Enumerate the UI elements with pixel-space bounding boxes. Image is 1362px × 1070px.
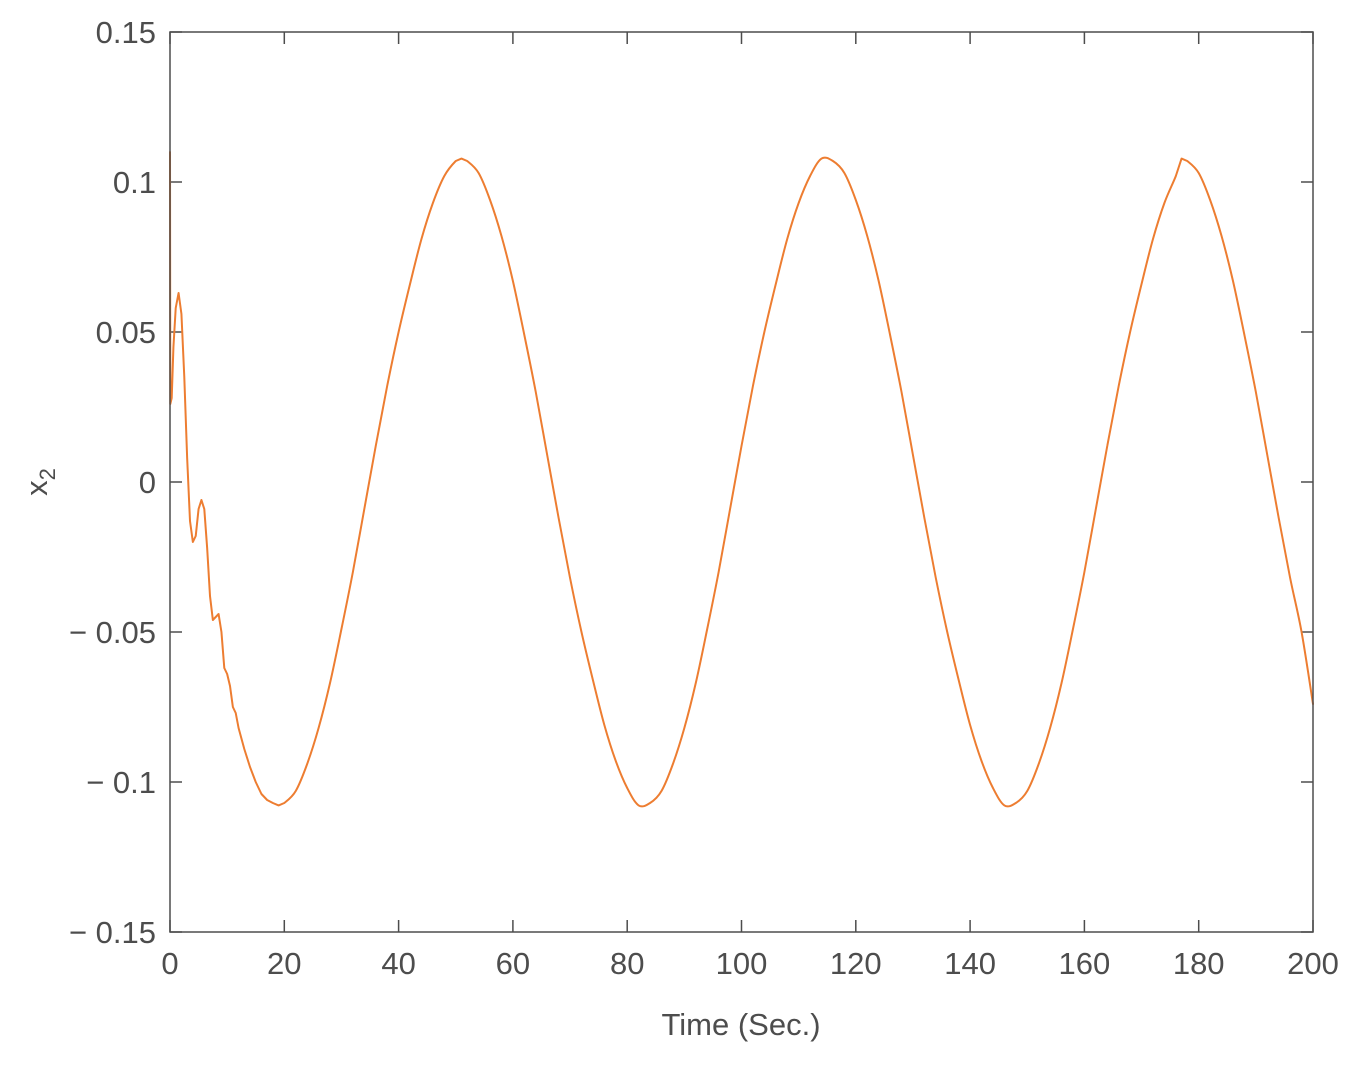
y-tick-label: 0.15 (96, 15, 156, 50)
y-tick-label: − 0.05 (69, 615, 156, 650)
x-tick-label: 40 (381, 946, 415, 981)
x-tick-label: 120 (830, 946, 882, 981)
plot-area (170, 32, 1313, 932)
series-line-0 (169, 151, 1314, 808)
y-tick-label: − 0.1 (86, 765, 156, 800)
plot-frame (169, 31, 1314, 933)
x-tick-label: 200 (1287, 946, 1339, 981)
x-tick-label: 20 (267, 946, 301, 981)
y-tick-label: 0 (139, 465, 156, 500)
y-axis-label: x2 (19, 468, 60, 496)
x-tick-label: 80 (610, 946, 644, 981)
series-layer (169, 151, 1314, 808)
x-tick-label: 60 (496, 946, 530, 981)
y-tick-label: − 0.15 (69, 915, 156, 950)
x-tick-label: 100 (716, 946, 768, 981)
x-tick-label: 180 (1173, 946, 1225, 981)
x-tick-label: 140 (944, 946, 996, 981)
y-tick-label: 0.05 (96, 315, 156, 350)
y-tick-label: 0.1 (113, 165, 156, 200)
y-axis-label-subscript: 2 (35, 468, 60, 480)
x-tick-label: 0 (161, 946, 178, 981)
x-axis-label: Time (Sec.) (661, 1007, 820, 1042)
x-tick-label: 160 (1059, 946, 1111, 981)
y-axis-label-main: x (19, 480, 54, 496)
tick-labels-layer: 0 20 40 60 80 100 120 140 160 180 200 − 0.15 − 0.1 − … (69, 15, 1339, 981)
